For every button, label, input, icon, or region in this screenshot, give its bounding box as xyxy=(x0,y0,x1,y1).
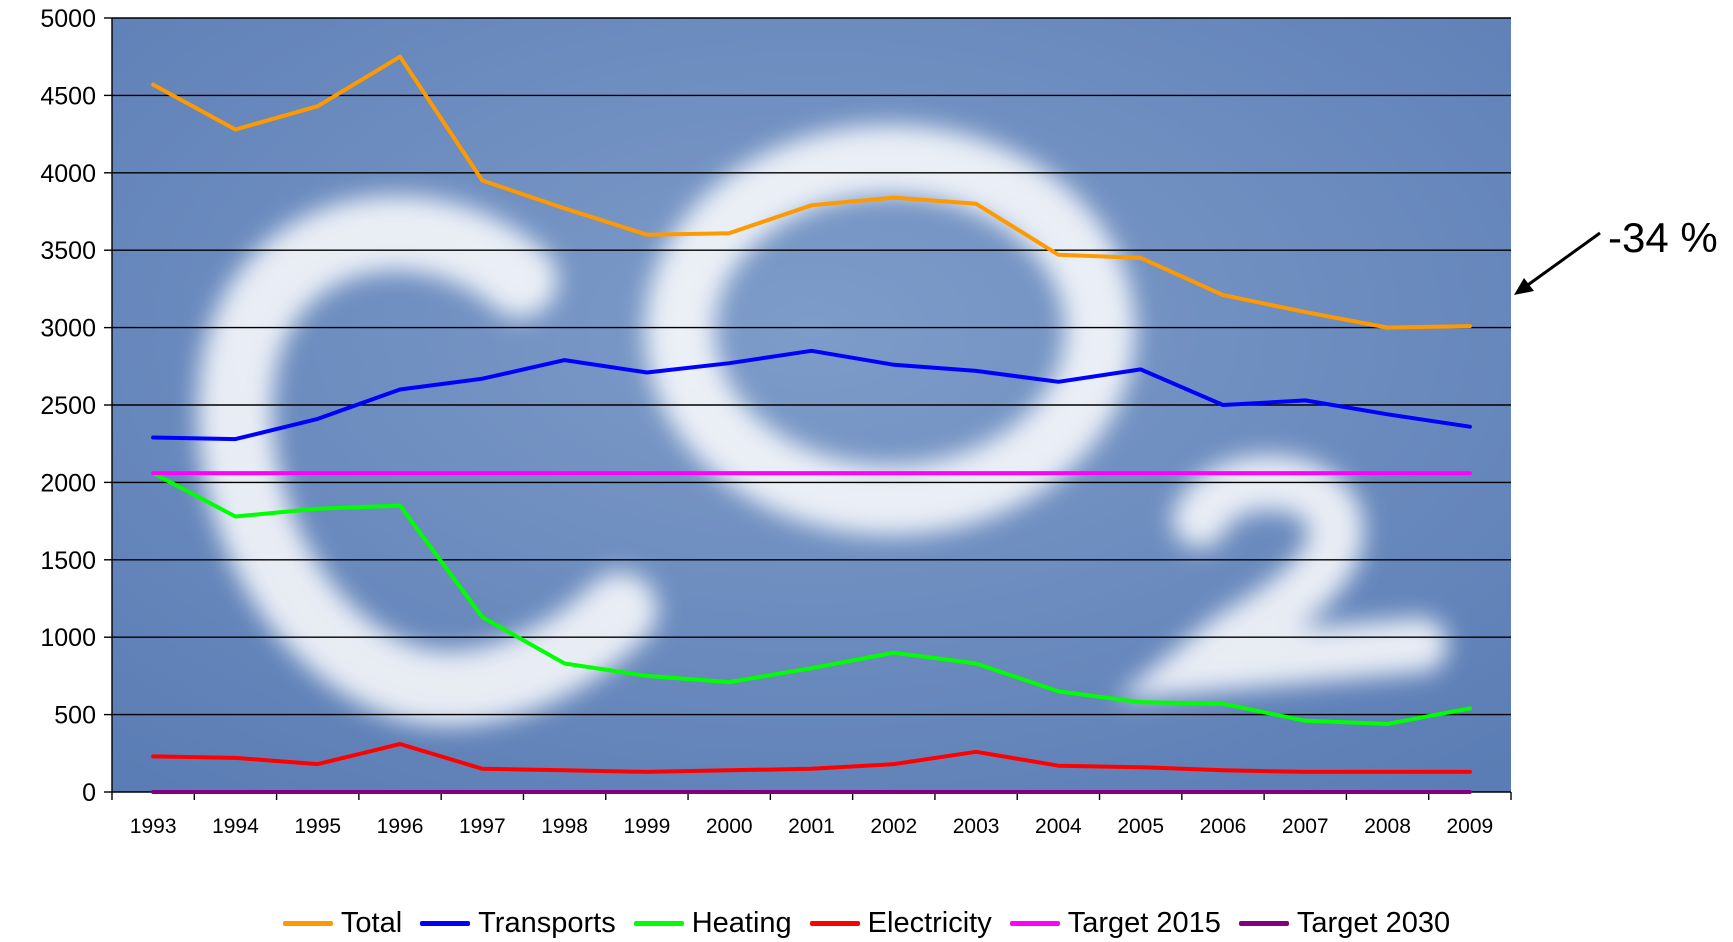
x-tick-label: 2003 xyxy=(953,815,1000,838)
annotation-text: -34 % xyxy=(1608,214,1718,261)
x-tick-label: 1996 xyxy=(377,815,424,838)
legend-swatch xyxy=(1009,920,1060,926)
legend-label: Total xyxy=(340,906,403,939)
x-tick-label: 2006 xyxy=(1200,815,1247,838)
legend-label: Heating xyxy=(691,906,792,939)
legend-label: Target 2015 xyxy=(1067,906,1221,939)
series-line-electricity xyxy=(151,742,1472,774)
legend-item-electricity: Electricity xyxy=(809,906,992,940)
legend-label: Target 2030 xyxy=(1296,906,1451,939)
legend-item-target-2030: Target 2030 xyxy=(1238,906,1451,940)
y-tick-label: 1500 xyxy=(40,547,96,575)
y-tick-label: 3500 xyxy=(40,237,96,265)
x-tick-label: 2001 xyxy=(788,815,835,838)
x-tick-label: 2004 xyxy=(1035,815,1082,838)
series-line-transports xyxy=(151,348,1472,442)
legend-item-heating: Heating xyxy=(633,906,792,940)
y-tick-label: 4000 xyxy=(40,160,96,188)
y-tick-label: 500 xyxy=(54,702,96,730)
legend-item-target-2015: Target 2015 xyxy=(1009,906,1221,940)
x-tick-label: 1994 xyxy=(212,815,259,838)
x-tick-label: 1993 xyxy=(130,815,177,838)
series-line-heating xyxy=(151,471,1472,726)
x-tick-label: 2007 xyxy=(1282,815,1329,838)
x-tick-label: 2008 xyxy=(1364,815,1411,838)
legend-swatch xyxy=(633,920,684,926)
y-tick-label: 2500 xyxy=(40,392,96,420)
x-tick-label: 2002 xyxy=(870,815,917,838)
legend-swatch xyxy=(282,920,333,926)
x-tick-label: 1999 xyxy=(624,815,671,838)
legend-item-total: Total xyxy=(282,906,403,940)
y-tick-label: 4500 xyxy=(40,82,96,110)
x-tick-label: 1995 xyxy=(294,815,341,838)
y-tick-label: 2000 xyxy=(40,469,96,497)
legend-swatch xyxy=(1238,920,1289,926)
y-tick-label: 5000 xyxy=(40,5,96,33)
legend: Total Transports Heating Electricity Target … xyxy=(0,905,1733,941)
legend-label: Electricity xyxy=(867,906,992,939)
chart: 0 500 1000 1500 2000 2500 3000 3500 4000 4500 5000… xyxy=(40,5,1718,838)
x-tick-label: 1997 xyxy=(459,815,506,838)
cloud-decoration xyxy=(197,125,1448,726)
x-tick-label: 2005 xyxy=(1117,815,1164,838)
legend-label: Transports xyxy=(478,906,616,939)
x-tick-label: 2009 xyxy=(1446,815,1493,838)
legend-item-transports: Transports xyxy=(420,907,616,940)
legend-swatch xyxy=(420,920,471,926)
series-line-total xyxy=(151,54,1472,330)
annotation-arrow xyxy=(1514,231,1601,295)
x-tick-label: 2000 xyxy=(706,815,753,838)
y-tick-label: 0 xyxy=(82,779,96,807)
legend-swatch xyxy=(809,920,860,926)
y-tick-label: 3000 xyxy=(40,315,96,343)
y-tick-label: 1000 xyxy=(40,624,96,652)
x-tick-label: 1998 xyxy=(541,815,588,838)
